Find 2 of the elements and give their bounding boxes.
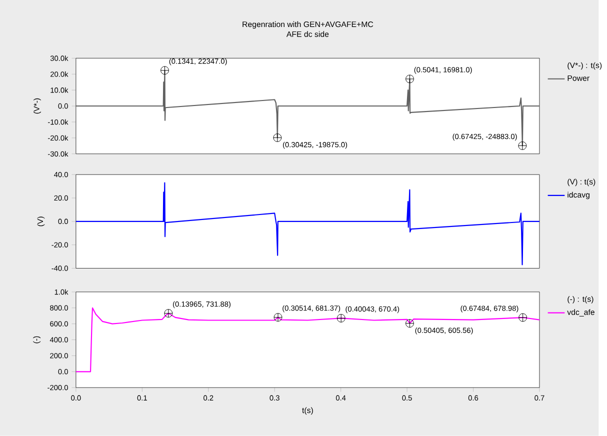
line-series xyxy=(75,307,540,372)
line-series xyxy=(75,182,540,266)
